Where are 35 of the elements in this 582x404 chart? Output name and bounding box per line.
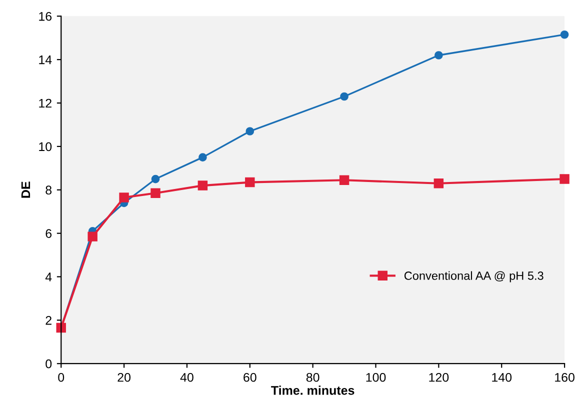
y-tick-label: 0 (46, 359, 52, 368)
point (340, 92, 348, 101)
y-tick-label: 14 (39, 56, 52, 64)
y-tick-label: 4 (45, 272, 52, 282)
point (198, 153, 207, 162)
point (245, 177, 255, 188)
x-tick-label: 0 (58, 372, 64, 382)
point (119, 192, 129, 202)
x-tick-label: 160 (555, 372, 574, 382)
point (339, 175, 350, 185)
point (151, 174, 160, 184)
x-tick-label: 40 (180, 372, 194, 382)
x-tick-label: 80 (306, 372, 320, 382)
y-tick-label: 12 (39, 98, 52, 108)
point (198, 180, 208, 190)
legend-label: Conventional AA @ pH 5.3 (404, 271, 544, 282)
point (560, 174, 570, 184)
point (150, 188, 160, 198)
x-tick-label: 20 (118, 372, 130, 382)
point (434, 51, 443, 60)
x-axis-title: Time. minutes (271, 386, 354, 395)
point (246, 127, 254, 136)
y-tick-label: 16 (39, 12, 52, 21)
point (434, 178, 444, 188)
y-tick-label: 6 (46, 229, 52, 238)
y-tick-label: 8 (46, 186, 52, 195)
y-tick-label: 10 (39, 142, 52, 152)
y-tick-label: 2 (46, 316, 52, 325)
x-tick-label: 120 (429, 372, 449, 382)
x-tick-label: 140 (492, 372, 512, 382)
x-tick-label: 100 (366, 372, 386, 382)
x-tick-label: 60 (244, 372, 256, 382)
point (88, 232, 98, 242)
point (560, 30, 569, 39)
y-axis-title: DE (21, 182, 30, 198)
